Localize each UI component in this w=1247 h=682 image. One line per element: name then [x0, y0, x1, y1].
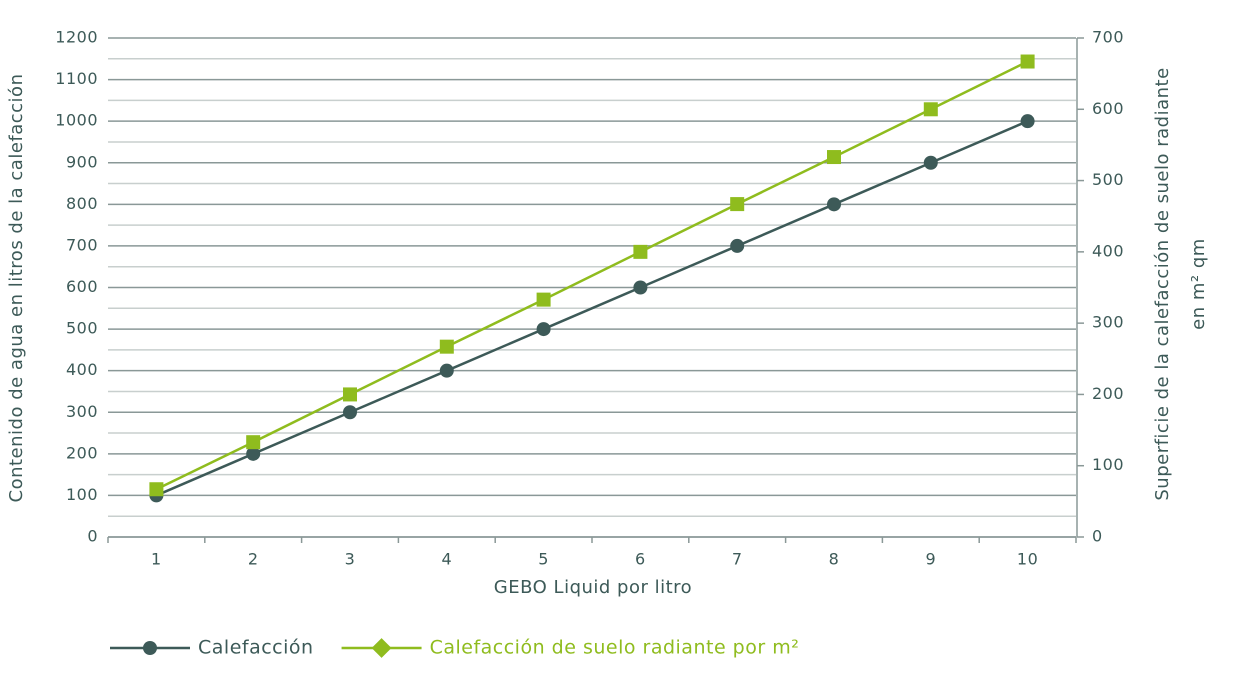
y2-axis-title: en m² qm [1188, 238, 1209, 330]
x-tick-label: 10 [1017, 550, 1038, 569]
y2-tick-label: 100 [1092, 455, 1124, 474]
data-point [343, 387, 357, 402]
data-point [536, 292, 551, 307]
legend-label: Calefacción [198, 637, 314, 659]
data-point [730, 197, 745, 212]
x-tick-label: 1 [151, 550, 162, 569]
data-point [149, 482, 164, 497]
x-tick-label: 9 [925, 550, 936, 569]
y-tick-label: 0 [87, 527, 98, 546]
y-tick-label: 1000 [55, 111, 98, 130]
y2-axis-title: Superficie de la calefacción de suelo ra… [1152, 67, 1173, 500]
data-point [246, 446, 261, 461]
y2-tick-label: 0 [1092, 527, 1103, 546]
data-point [1020, 54, 1035, 69]
series-line [155, 120, 1029, 497]
y-tick-label: 600 [66, 277, 98, 296]
data-point [1020, 114, 1035, 129]
x-axis-title: GEBO Liquid por litro [494, 577, 692, 598]
data-point [923, 155, 938, 170]
y-tick-label: 900 [66, 152, 98, 171]
y-tick-label: 700 [66, 235, 98, 254]
data-point [633, 244, 648, 259]
data-point [439, 339, 454, 354]
y-tick-label: 400 [66, 360, 98, 379]
y-tick-label: 800 [66, 194, 98, 213]
series-line [155, 60, 1029, 491]
y-tick-label: 200 [66, 443, 98, 462]
data-point [536, 322, 551, 337]
data-point [730, 238, 745, 253]
y2-tick-label: 500 [1092, 170, 1124, 189]
x-tick-label: 4 [441, 550, 452, 569]
y-tick-label: 100 [66, 485, 98, 504]
data-point [923, 102, 938, 117]
y-tick-label: 1100 [55, 69, 98, 88]
y-tick-label: 1200 [55, 28, 98, 47]
y-tick-label: 300 [66, 402, 98, 421]
data-point [439, 363, 454, 378]
x-tick-label: 8 [829, 550, 840, 569]
legend-marker [371, 638, 392, 658]
x-tick-label: 6 [635, 550, 646, 569]
y2-tick-label: 600 [1092, 99, 1124, 118]
legend-marker [143, 641, 157, 655]
data-point [343, 405, 357, 420]
y2-tick-label: 300 [1092, 313, 1124, 332]
x-tick-label: 3 [345, 550, 356, 569]
y2-tick-label: 400 [1092, 241, 1124, 260]
x-tick-label: 2 [248, 550, 259, 569]
x-tick-label: 7 [732, 550, 743, 569]
y-axis-title: Contenido de agua en litros de la calefa… [6, 74, 27, 503]
y2-tick-label: 200 [1092, 384, 1124, 403]
y-tick-label: 500 [66, 319, 98, 338]
data-point [246, 435, 261, 450]
legend-label: Calefacción de suelo radiante por m² [430, 637, 800, 659]
x-tick-label: 5 [538, 550, 549, 569]
data-point [827, 197, 841, 212]
data-point [827, 150, 841, 165]
data-point [633, 280, 648, 295]
y2-tick-label: 700 [1092, 28, 1124, 47]
